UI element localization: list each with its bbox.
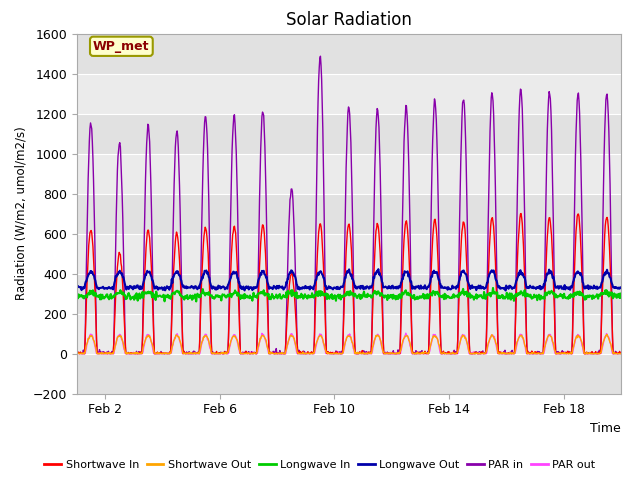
Shortwave In [416,351,424,357]
PAR in [528,351,536,357]
Y-axis label: Radiation (W/m2, umol/m2/s): Radiation (W/m2, umol/m2/s) [14,127,27,300]
PAR in [73,349,81,355]
Shortwave Out [74,351,82,357]
X-axis label: Time: Time [590,422,621,435]
Shortwave In [327,349,335,355]
Shortwave Out [617,351,625,357]
Longwave Out [374,266,382,272]
Shortwave Out [264,346,272,351]
PAR out [395,351,403,357]
Longwave In [264,293,272,299]
Line: PAR in: PAR in [77,56,621,354]
Bar [77,234,621,274]
Longwave In [396,295,403,300]
PAR in [74,351,81,357]
Bar [77,73,621,114]
PAR in [264,295,272,301]
Line: PAR out: PAR out [77,333,621,354]
Shortwave Out [604,332,611,337]
Line: Longwave Out: Longwave Out [77,269,621,290]
Text: WP_met: WP_met [93,40,150,53]
Longwave Out [528,285,536,291]
Longwave Out [502,288,509,293]
Longwave In [189,293,196,299]
Shortwave In [517,211,525,216]
PAR out [416,351,424,357]
Shortwave In [189,350,197,356]
Bar [77,154,621,193]
Longwave In [193,299,200,304]
Shortwave Out [189,351,197,357]
PAR in [417,351,424,357]
PAR in [396,351,404,357]
Longwave Out [264,279,271,285]
PAR out [73,351,81,357]
Bar [77,274,621,313]
Longwave In [327,292,335,298]
Longwave Out [416,284,424,290]
Longwave In [617,295,625,300]
Line: Shortwave Out: Shortwave Out [77,335,621,354]
Shortwave In [264,315,272,321]
Shortwave Out [416,351,424,357]
Longwave In [489,285,497,291]
Longwave In [73,293,81,299]
Shortwave In [396,350,403,356]
PAR in [327,351,335,357]
Title: Solar Radiation: Solar Radiation [286,11,412,29]
PAR out [326,350,334,356]
Legend: Shortwave In, Shortwave Out, Longwave In, Longwave Out, PAR in, PAR out: Shortwave In, Shortwave Out, Longwave In… [40,456,600,474]
Longwave Out [617,285,625,290]
Bar [77,34,621,73]
Shortwave In [617,350,625,356]
Longwave Out [396,284,403,289]
Shortwave Out [527,351,535,357]
PAR out [264,344,271,350]
Shortwave Out [73,350,81,356]
Shortwave In [528,348,536,354]
Bar [77,354,621,394]
PAR out [189,351,196,357]
Bar [77,193,621,234]
PAR out [402,330,410,336]
PAR in [317,53,324,59]
Longwave Out [189,284,196,289]
Bar [77,114,621,154]
PAR in [617,349,625,355]
Shortwave Out [327,351,335,357]
PAR out [527,351,535,357]
Longwave Out [326,285,334,291]
Shortwave Out [396,350,403,356]
PAR out [617,350,625,356]
PAR in [189,351,197,357]
Shortwave In [74,351,81,357]
Line: Shortwave In: Shortwave In [77,214,621,354]
Bar [77,313,621,354]
Longwave In [416,294,424,300]
Longwave Out [73,285,81,291]
Longwave In [528,296,536,301]
Line: Longwave In: Longwave In [77,288,621,301]
Shortwave In [73,350,81,356]
